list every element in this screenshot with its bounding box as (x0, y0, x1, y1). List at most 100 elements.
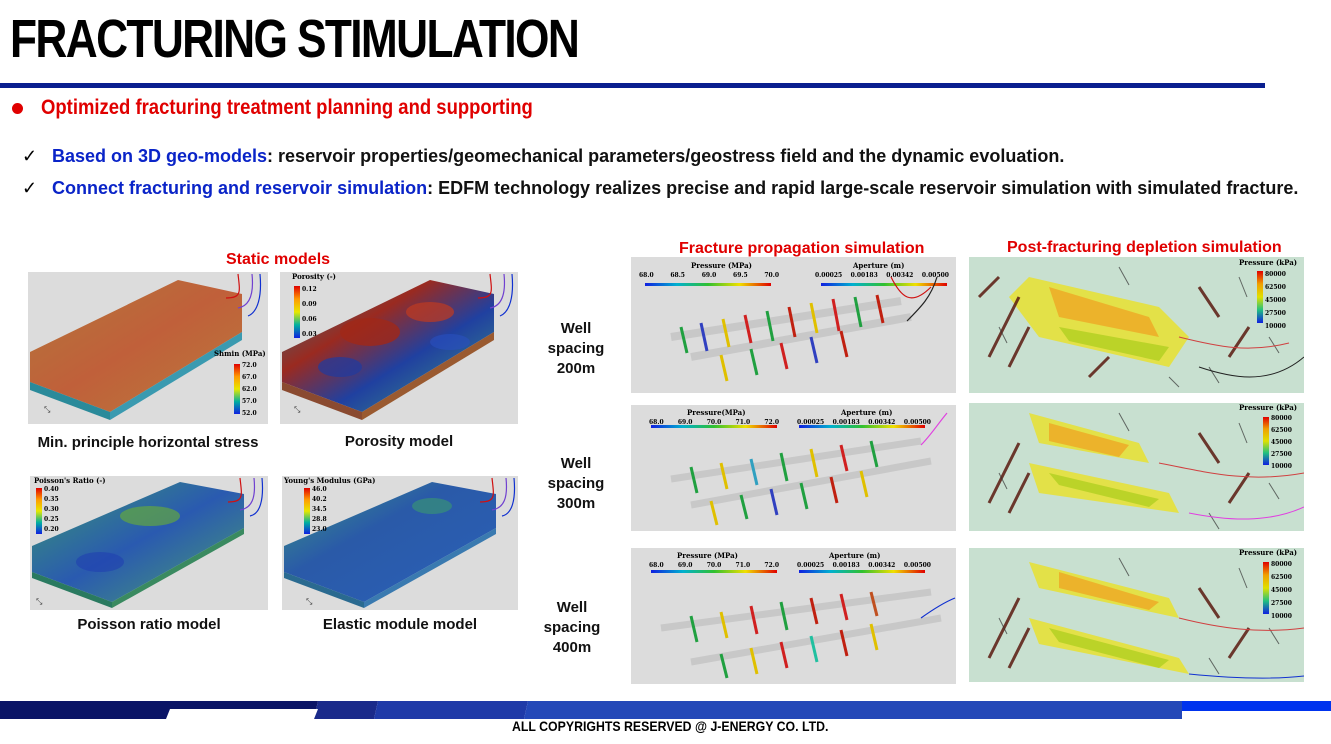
pressure-legend-title: Pressure (MPa) (691, 261, 752, 270)
legend-tick: 0.00025 (815, 272, 843, 279)
legend-tick: 0.00183 (832, 562, 860, 569)
section-fracture-title: Fracture propagation simulation (679, 240, 925, 257)
legend-tick: 0.35 (44, 496, 59, 503)
aperture-legend-title: Aperture (m) (853, 261, 905, 270)
well-spacing-label: Well spacing (547, 455, 605, 492)
legend-tick: 0.00025 (797, 562, 825, 569)
legend-tick: 70.0 (706, 419, 722, 426)
pressure-legend-ticks: 68.0 69.0 70.0 71.0 72.0 (649, 562, 779, 569)
section-depletion-title: Post-fracturing depletion simulation (1007, 239, 1282, 256)
legend-title: Pressure (kPa) (1239, 548, 1298, 557)
aperture-legend-ticks: 0.00025 0.00183 0.00342 0.00500 (815, 272, 949, 279)
legend-tick: 69.5 (733, 272, 748, 279)
svg-text:⤡: ⤡ (294, 405, 301, 414)
legend-ticks: 80000 62500 45000 27500 10000 (1265, 268, 1286, 333)
pressure-legend-ticks: 68.0 69.0 70.0 71.0 72.0 (649, 419, 779, 426)
svg-text:⤡: ⤡ (44, 405, 51, 414)
legend-tick: 72.0 (764, 419, 779, 426)
legend-tick: 10000 (1271, 463, 1292, 470)
legend-tick: 70.0 (764, 272, 779, 279)
checkmark-icon: ✓ (22, 178, 38, 198)
page-title: FRACTURING STIMULATION (10, 9, 580, 69)
legend-tick: 0.00183 (832, 419, 860, 426)
well-spacing-value: 300m (556, 495, 596, 512)
legend-tick: 0.00342 (868, 419, 896, 426)
caption-shmin: Min. principle horizontal stress (37, 434, 259, 451)
legend-tick: 45000 (1271, 439, 1292, 446)
aperture-legend-title: Aperture (m) (841, 408, 893, 417)
legend-ticks: 80000 62500 45000 27500 10000 (1271, 558, 1292, 623)
legend-ticks: 46.0 40.2 34.5 28.8 23.0 (312, 485, 327, 535)
legend-tick: 0.09 (302, 301, 317, 308)
legend-tick: 69.0 (701, 272, 717, 279)
well-spacing-label: Well spacing (543, 599, 601, 636)
check-point-text: : EDFM technology realizes precise and r… (427, 178, 1299, 198)
well-spacing-value: 400m (552, 639, 592, 656)
check-point-text: : reservoir properties/geomechanical par… (267, 146, 1065, 166)
legend-tick: 0.40 (44, 486, 59, 493)
depletion-panel-200m: Pressure (kPa) 80000 62500 45000 27500 1… (969, 257, 1304, 393)
title-divider (0, 83, 1265, 88)
legend-title: Pressure (kPa) (1239, 258, 1298, 267)
legend-tick: 70.0 (706, 562, 722, 569)
legend-tick: 28.8 (312, 516, 327, 523)
legend-tick: 0.00342 (886, 272, 914, 279)
main-bullet: Optimized fracturing treatment planning … (12, 96, 600, 120)
legend-tick: 0.00500 (921, 272, 949, 279)
legend-tick: 62500 (1271, 427, 1292, 434)
legend-tick: 0.00500 (903, 562, 931, 569)
legend-tick: 0.25 (44, 516, 59, 523)
legend-tick: 72.0 (242, 362, 257, 369)
well-spacing-400: Well spacing 400m (527, 598, 617, 658)
legend-tick: 67.0 (242, 374, 257, 381)
well-spacing-label: Well spacing (547, 320, 605, 357)
legend-tick: 62.0 (242, 386, 257, 393)
legend-tick: 0.30 (44, 506, 59, 513)
footer-bar (0, 701, 1331, 719)
legend-tick: 45000 (1271, 587, 1292, 594)
legend-tick: 46.0 (312, 486, 327, 493)
legend-ticks: 0.40 0.35 0.30 0.25 0.20 (44, 485, 59, 535)
legend-tick: 80000 (1271, 415, 1292, 422)
legend-tick: 0.00025 (797, 419, 825, 426)
legend-tick: 62500 (1271, 574, 1292, 581)
legend-tick: 27500 (1271, 600, 1292, 607)
check-point-edfm: ✓ Connect fracturing and reservoir simul… (22, 178, 1298, 199)
caption-young: Elastic module model (322, 616, 478, 633)
well-spacing-300: Well spacing 300m (531, 454, 621, 514)
static-model-shmin-image: ⤡ Shmin (MPa) 72.0 67.0 62.0 57.0 52.0 (28, 272, 268, 424)
legend-title: Poisson's Ratio (-) (34, 476, 106, 485)
legend-tick: 68.5 (670, 272, 685, 279)
svg-text:⤡: ⤡ (306, 597, 313, 606)
legend-tick: 34.5 (312, 506, 327, 513)
legend-tick: 69.0 (677, 419, 693, 426)
legend-tick: 23.0 (312, 526, 327, 533)
legend-tick: 0.00183 (850, 272, 878, 279)
legend-tick: 0.03 (302, 331, 317, 338)
legend-tick: 80000 (1265, 271, 1286, 278)
legend-tick: 27500 (1265, 310, 1286, 317)
pressure-legend-title: Pressure(MPa) (687, 408, 746, 417)
legend-tick: 40.2 (312, 496, 327, 503)
legend-title: Young's Modulus (GPa) (284, 476, 376, 485)
copyright-footer: ALL COPYRIGHTS RESERVED @ J-ENERGY CO. L… (512, 718, 829, 734)
depletion-panel-300m: Pressure (kPa) 80000 62500 45000 27500 1… (969, 403, 1304, 531)
caption-poisson: Poisson ratio model (77, 616, 221, 633)
legend-tick: 0.00500 (903, 419, 931, 426)
bullet-dot-icon (12, 102, 23, 114)
legend-tick: 62500 (1265, 284, 1286, 291)
legend-tick: 10000 (1265, 323, 1286, 330)
check-point-key: Based on 3D geo-models (52, 146, 268, 166)
legend-title: Pressure (kPa) (1239, 403, 1298, 412)
legend-tick: 0.20 (44, 526, 59, 533)
legend-title: Porosity (-) (292, 272, 336, 281)
legend-tick: 27500 (1271, 451, 1292, 458)
legend-ticks: 0.12 0.09 0.06 0.03 (302, 282, 317, 342)
legend-tick: 52.0 (242, 410, 257, 417)
legend-tick: 72.0 (764, 562, 779, 569)
fracture-panel-400m: Pressure (MPa) 68.0 69.0 70.0 71.0 72.0 … (631, 548, 956, 684)
legend-tick: 0.00342 (868, 562, 896, 569)
aperture-legend-ticks: 0.00025 0.00183 0.00342 0.00500 (797, 419, 931, 426)
static-model-poisson-image: ⤡ Poisson's Ratio (-) 0.40 0.35 0.30 0.2… (30, 476, 268, 610)
legend-ticks: 80000 62500 45000 27500 10000 (1271, 413, 1292, 473)
